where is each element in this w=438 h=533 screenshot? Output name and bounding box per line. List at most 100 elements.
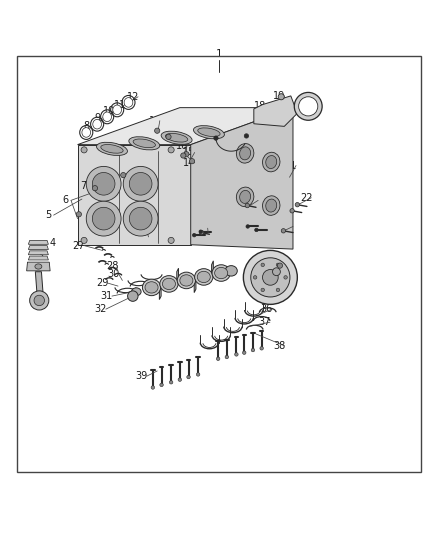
Ellipse shape: [145, 282, 158, 293]
Circle shape: [262, 270, 278, 285]
Polygon shape: [28, 240, 48, 244]
Text: 8: 8: [83, 122, 89, 131]
Text: 26: 26: [135, 226, 148, 236]
Text: 15: 15: [183, 148, 196, 157]
Text: 21: 21: [285, 160, 297, 171]
Circle shape: [120, 173, 126, 177]
Ellipse shape: [142, 279, 161, 296]
Circle shape: [253, 276, 257, 279]
Circle shape: [246, 225, 250, 228]
Ellipse shape: [240, 147, 251, 160]
Circle shape: [272, 268, 280, 276]
Ellipse shape: [266, 156, 277, 168]
Circle shape: [235, 353, 238, 356]
Circle shape: [81, 237, 87, 244]
Circle shape: [187, 375, 190, 379]
Circle shape: [278, 94, 284, 100]
Circle shape: [192, 233, 196, 237]
Ellipse shape: [133, 139, 155, 148]
Circle shape: [86, 201, 121, 236]
Text: 39: 39: [135, 371, 148, 381]
Circle shape: [251, 258, 290, 297]
Circle shape: [129, 173, 152, 195]
Text: 18: 18: [254, 101, 266, 111]
Ellipse shape: [35, 264, 42, 269]
Ellipse shape: [177, 272, 195, 289]
Ellipse shape: [101, 144, 123, 153]
Text: 2: 2: [35, 274, 42, 285]
Text: 28: 28: [106, 261, 119, 271]
Text: 9: 9: [94, 112, 100, 123]
Circle shape: [184, 151, 189, 157]
Text: 34: 34: [282, 266, 294, 276]
Polygon shape: [27, 262, 50, 271]
Circle shape: [214, 136, 218, 140]
Ellipse shape: [240, 190, 251, 204]
Text: 27: 27: [73, 240, 85, 251]
Text: 36: 36: [261, 304, 273, 314]
Ellipse shape: [198, 128, 220, 136]
Circle shape: [199, 230, 202, 233]
Circle shape: [284, 276, 287, 279]
Circle shape: [168, 147, 174, 153]
Ellipse shape: [262, 196, 280, 215]
Text: 33: 33: [277, 256, 290, 266]
Text: 4: 4: [49, 238, 56, 247]
Circle shape: [196, 373, 200, 376]
Circle shape: [166, 134, 171, 140]
Text: 17: 17: [205, 126, 217, 136]
Ellipse shape: [161, 131, 192, 144]
Text: 5: 5: [45, 210, 52, 220]
Ellipse shape: [82, 128, 91, 137]
Ellipse shape: [237, 187, 254, 207]
Circle shape: [295, 203, 300, 207]
Circle shape: [189, 158, 194, 164]
Circle shape: [92, 173, 115, 195]
Text: 16: 16: [176, 141, 188, 150]
Circle shape: [155, 128, 160, 133]
Circle shape: [76, 212, 81, 217]
Circle shape: [92, 185, 98, 191]
Polygon shape: [78, 144, 191, 245]
Polygon shape: [177, 268, 179, 284]
Polygon shape: [35, 272, 43, 295]
Circle shape: [30, 291, 49, 310]
Ellipse shape: [93, 119, 102, 129]
Ellipse shape: [266, 199, 277, 212]
Ellipse shape: [113, 105, 121, 115]
Text: 3: 3: [38, 251, 44, 261]
Polygon shape: [78, 108, 293, 144]
Text: 29: 29: [96, 278, 109, 288]
Circle shape: [216, 357, 220, 360]
Polygon shape: [28, 246, 48, 249]
Ellipse shape: [160, 276, 178, 292]
Ellipse shape: [262, 152, 280, 172]
Text: 22: 22: [300, 193, 312, 203]
Ellipse shape: [225, 265, 237, 276]
Circle shape: [277, 263, 283, 268]
Ellipse shape: [162, 278, 176, 289]
Polygon shape: [28, 251, 48, 255]
Ellipse shape: [180, 275, 193, 286]
Text: 31: 31: [101, 291, 113, 301]
Circle shape: [254, 228, 258, 232]
Circle shape: [127, 291, 138, 301]
Polygon shape: [191, 108, 293, 249]
Polygon shape: [194, 277, 196, 293]
Text: 10: 10: [103, 106, 116, 116]
Text: 25: 25: [196, 223, 209, 233]
Ellipse shape: [103, 112, 112, 122]
Text: 32: 32: [95, 304, 107, 314]
Circle shape: [245, 204, 250, 208]
Text: 20: 20: [305, 97, 318, 107]
Circle shape: [276, 288, 280, 292]
Ellipse shape: [194, 126, 224, 139]
Circle shape: [81, 147, 87, 153]
Circle shape: [299, 97, 318, 116]
Text: 12: 12: [127, 92, 139, 102]
Circle shape: [244, 134, 249, 138]
Circle shape: [199, 230, 204, 235]
Text: 23: 23: [282, 221, 294, 231]
Circle shape: [251, 349, 254, 352]
Ellipse shape: [131, 288, 141, 296]
